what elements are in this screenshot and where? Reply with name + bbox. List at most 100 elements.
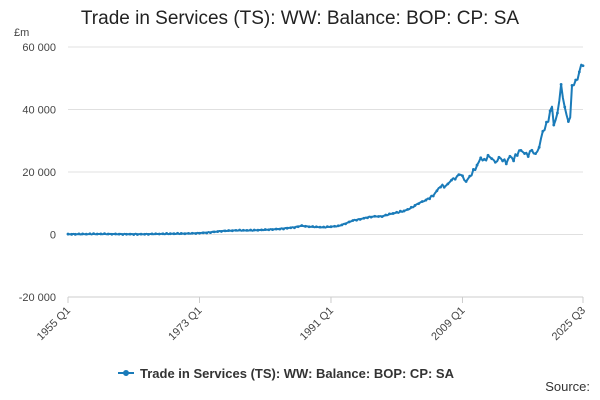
data-point [446, 182, 450, 186]
data-point [566, 120, 570, 123]
data-point [282, 227, 285, 231]
data-point [457, 173, 461, 177]
data-point [336, 224, 340, 228]
data-point [234, 228, 238, 232]
data-point [380, 215, 384, 218]
data-point [512, 159, 516, 163]
data-point [442, 185, 446, 189]
x-tick-label: 1955 Q1 [35, 305, 73, 343]
legend-label[interactable]: Trade in Services (TS): WW: Balance: BOP… [140, 366, 455, 381]
data-point [205, 231, 209, 235]
data-point [373, 214, 377, 218]
x-tick-label: 1973 Q1 [166, 305, 204, 343]
data-point [559, 83, 563, 86]
data-point [468, 174, 472, 178]
data-point [398, 209, 402, 213]
data-point [570, 83, 574, 87]
data-point [472, 167, 475, 171]
data-point [168, 232, 172, 236]
data-point [73, 232, 77, 236]
data-point [519, 148, 523, 152]
data-point [318, 225, 322, 229]
data-point [216, 230, 220, 233]
data-point [125, 232, 128, 236]
data-point [121, 233, 125, 236]
data-point [103, 232, 106, 236]
data-point [241, 228, 245, 232]
series-line [67, 63, 584, 236]
axes: -20 000 0 20 000 40 000 60 000 £m 1955 Q1 1973 … [14, 27, 588, 343]
data-point [212, 230, 216, 234]
data-point [351, 219, 355, 222]
data-point [530, 148, 534, 152]
data-point [435, 189, 439, 193]
data-point [493, 160, 497, 164]
data-point [377, 215, 380, 218]
data-point [114, 232, 117, 236]
data-point [406, 207, 410, 211]
data-point [263, 228, 267, 231]
data-point [420, 200, 424, 203]
data-point [490, 157, 494, 161]
data-point [95, 232, 99, 236]
data-point [366, 216, 369, 220]
data-point [325, 225, 329, 229]
data-point [245, 229, 249, 232]
data-point [464, 180, 468, 183]
data-point [106, 232, 110, 236]
data-point [577, 70, 581, 74]
data-point [238, 228, 242, 232]
data-point [453, 177, 457, 181]
y-tick-label: 40 000 [22, 105, 56, 117]
gridlines [68, 46, 583, 298]
data-point [504, 162, 508, 166]
data-point [150, 232, 154, 236]
data-point [545, 120, 548, 124]
series-layer [66, 63, 585, 236]
y-tick-label: 60 000 [22, 42, 56, 54]
data-point [161, 232, 165, 236]
data-point [574, 78, 578, 82]
data-point [132, 233, 136, 236]
data-point [267, 228, 271, 232]
data-point [556, 111, 559, 115]
data-point [190, 231, 194, 235]
data-point [183, 232, 187, 236]
data-point [424, 198, 428, 202]
data-point [384, 213, 388, 217]
data-point [541, 129, 545, 133]
data-point [479, 156, 483, 160]
data-point [260, 228, 263, 232]
data-point [209, 231, 212, 235]
data-point [146, 232, 150, 236]
data-point [515, 154, 519, 157]
data-point [501, 159, 505, 163]
data-point [304, 224, 307, 228]
y-tick-label: -20 000 [19, 292, 56, 304]
data-point [329, 225, 333, 229]
chart-title: Trade in Services (TS): WW: Balance: BOP… [80, 8, 520, 29]
data-point [289, 226, 293, 230]
data-point [293, 226, 296, 230]
data-point [548, 109, 552, 113]
data-point [482, 157, 486, 161]
data-point [409, 205, 413, 209]
data-point [523, 152, 526, 155]
data-point [176, 231, 179, 235]
x-tick-label: 2025 Q3 [550, 305, 588, 343]
data-point [92, 232, 95, 236]
data-point [252, 228, 256, 232]
data-point [165, 232, 169, 235]
data-point [358, 217, 362, 221]
data-point [431, 194, 435, 198]
data-point [249, 228, 253, 232]
data-point [450, 178, 453, 182]
x-tick-label: 1991 Q1 [298, 305, 336, 343]
data-point [311, 225, 315, 228]
data-point [227, 229, 231, 232]
data-point [581, 64, 585, 68]
data-point [81, 232, 85, 236]
data-point [391, 212, 395, 215]
